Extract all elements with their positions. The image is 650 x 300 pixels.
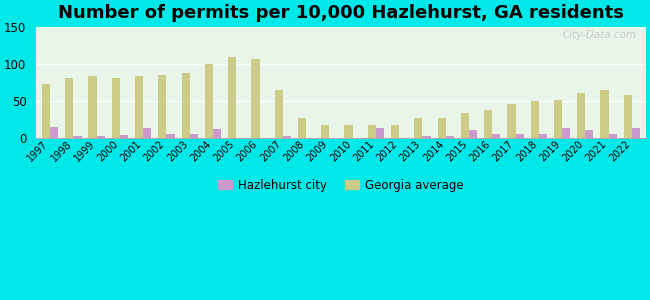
Bar [530, 101, 539, 138]
Bar [632, 128, 640, 138]
Bar [484, 110, 492, 138]
Bar [508, 103, 515, 138]
Title: Number of permits per 10,000 Hazlehurst, GA residents: Number of permits per 10,000 Hazlehurst,… [58, 4, 624, 22]
Bar [469, 130, 477, 138]
Bar [181, 73, 190, 138]
Bar [112, 78, 120, 138]
Bar [391, 125, 399, 138]
Bar [554, 100, 562, 138]
Bar [492, 134, 500, 138]
Bar [159, 75, 166, 138]
Bar [437, 118, 446, 138]
Bar [205, 64, 213, 138]
Bar [65, 78, 73, 138]
Bar [275, 89, 283, 138]
Bar [298, 118, 306, 138]
Bar [73, 136, 81, 138]
Bar [515, 134, 524, 138]
Bar [624, 95, 632, 138]
Bar [422, 136, 430, 138]
Bar [283, 136, 291, 138]
Bar [88, 76, 97, 138]
Bar [190, 134, 198, 138]
Bar [562, 128, 570, 138]
Bar [97, 136, 105, 138]
Bar [539, 134, 547, 138]
Bar [344, 125, 352, 138]
Bar [143, 128, 151, 138]
Bar [376, 128, 384, 138]
Bar [446, 136, 454, 138]
Bar [368, 125, 376, 138]
Bar [252, 59, 259, 138]
Bar [414, 118, 422, 138]
Bar [601, 89, 608, 138]
Bar [577, 93, 586, 138]
Bar [608, 134, 617, 138]
Bar [228, 57, 236, 138]
Bar [166, 134, 175, 138]
Bar [135, 76, 143, 138]
Bar [321, 125, 330, 138]
Bar [42, 84, 50, 138]
Bar [120, 135, 128, 138]
Bar [50, 127, 58, 138]
Bar [213, 129, 221, 138]
Text: City-Data.com: City-Data.com [562, 30, 637, 40]
Bar [461, 112, 469, 138]
Bar [586, 130, 593, 138]
Legend: Hazlehurst city, Georgia average: Hazlehurst city, Georgia average [214, 174, 469, 197]
